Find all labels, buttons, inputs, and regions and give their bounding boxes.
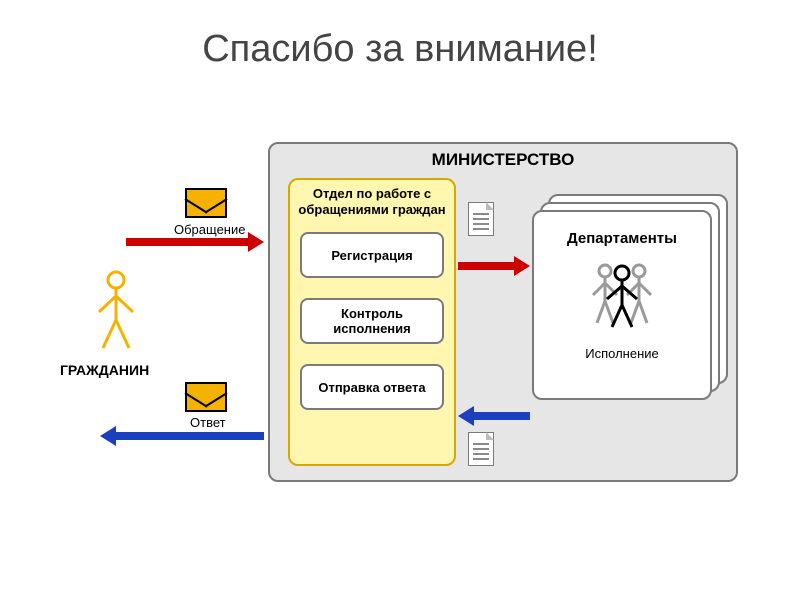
envelope-top-label: Обращение — [174, 222, 245, 237]
step-registration: Регистрация — [300, 232, 444, 278]
citizens-department-box: Отдел по работе с обращениями граждан Ре… — [288, 178, 456, 466]
document-icon — [468, 432, 494, 466]
citizens-department-title: Отдел по работе с обращениями граждан — [296, 186, 448, 219]
people-icon — [577, 261, 667, 336]
envelope-bottom-label: Ответ — [190, 415, 226, 430]
arrow-to-departments — [458, 262, 530, 270]
arrow-request — [126, 238, 264, 246]
envelope-icon — [185, 188, 227, 218]
step-control: Контроль исполнения — [300, 298, 444, 344]
arrow-from-departments — [458, 412, 530, 420]
step-send-reply: Отправка ответа — [300, 364, 444, 410]
ministry-container: МИНИСТЕРСТВО Отдел по работе с обращения… — [268, 142, 738, 482]
citizen-label: ГРАЖДАНИН — [60, 362, 149, 378]
document-icon — [468, 202, 494, 236]
departments-title: Департаменты — [567, 230, 677, 247]
person-icon — [95, 270, 137, 357]
diagram: ГРАЖДАНИН Обращение Ответ МИНИСТЕРСТВО О… — [0, 0, 800, 600]
ministry-title: МИНИСТЕРСТВО — [270, 150, 736, 170]
envelope-icon — [185, 382, 227, 412]
arrow-reply — [100, 432, 264, 440]
departments-subtitle: Исполнение — [585, 346, 659, 361]
